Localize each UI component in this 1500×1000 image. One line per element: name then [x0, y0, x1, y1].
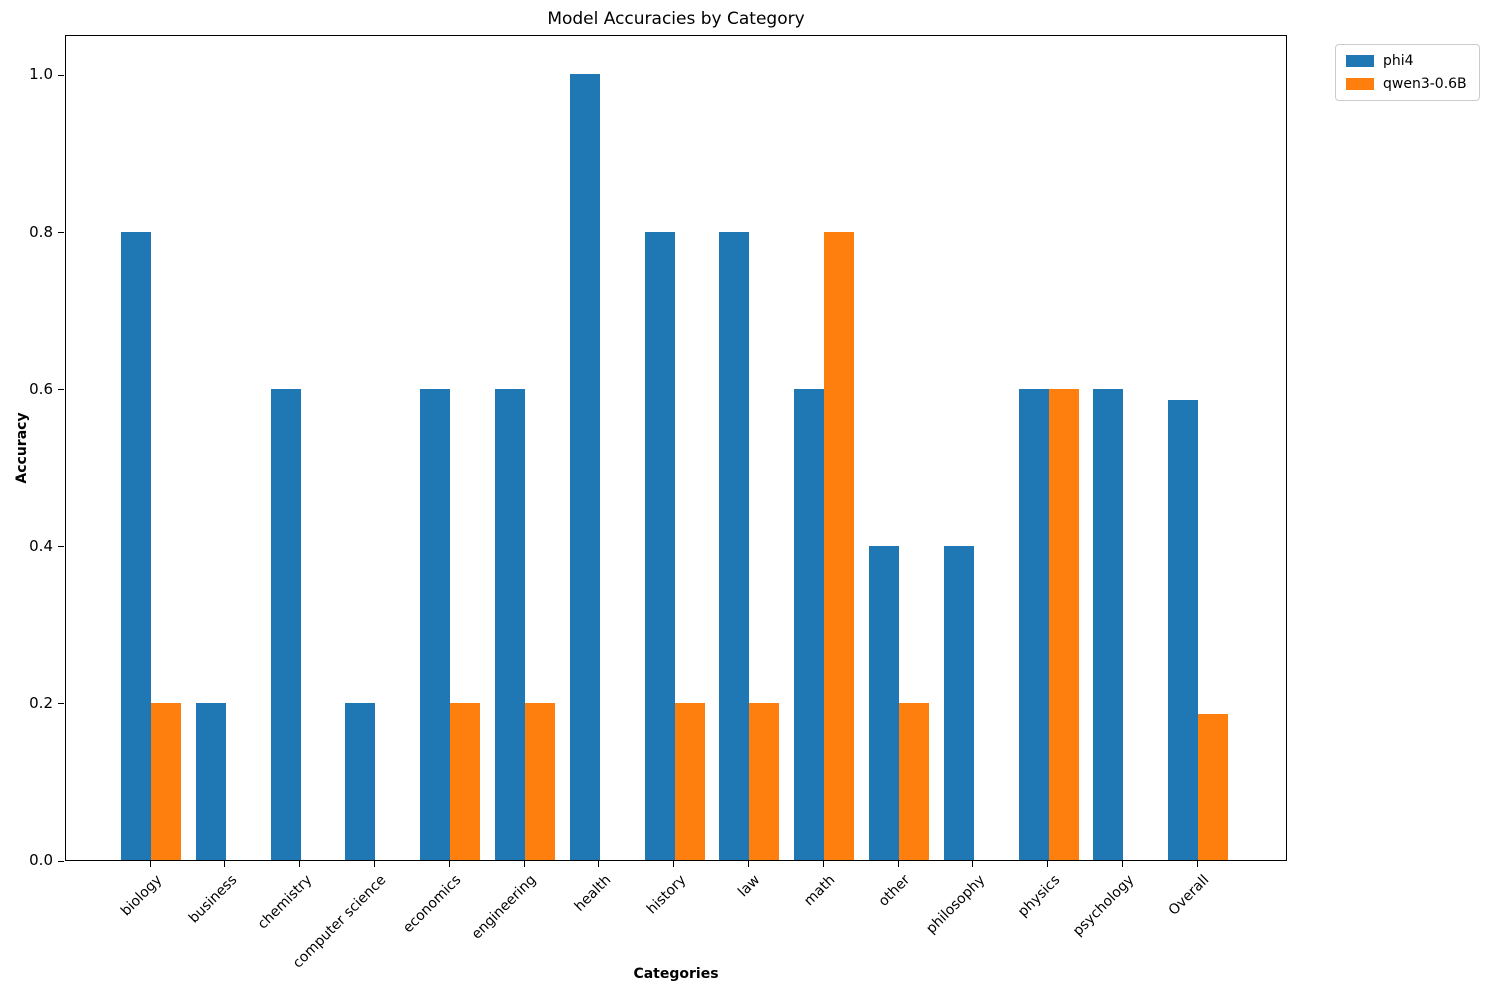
y-tick-mark — [58, 389, 64, 391]
bar-qwen3-0.6B-other — [899, 702, 929, 860]
legend: phi4 qwen3-0.6B — [1335, 44, 1480, 101]
bar-qwen3-0.6B-history — [674, 702, 705, 860]
bar-phi4-math — [794, 388, 825, 860]
legend-swatch-phi4 — [1346, 55, 1374, 67]
y-tick-mark — [58, 703, 64, 705]
x-tick-mark — [1047, 861, 1049, 867]
bar-phi4-computer-science — [345, 702, 376, 860]
plot-area — [65, 35, 1287, 861]
x-tick-label-health: health — [571, 872, 615, 915]
bar-qwen3-0.6B-math — [824, 231, 855, 860]
x-tick-mark — [299, 861, 301, 867]
bar-qwen3-0.6B-Overall — [1198, 713, 1229, 860]
x-tick-mark — [822, 861, 824, 867]
bar-phi4-biology — [121, 231, 151, 860]
y-tick-mark — [58, 546, 64, 548]
y-tick-mark — [58, 860, 64, 862]
x-tick-label-Overall: Overall — [1165, 872, 1213, 919]
bar-phi4-engineering — [495, 388, 525, 860]
bar-phi4-law — [719, 231, 750, 860]
x-tick-label-biology: biology — [117, 872, 166, 920]
y-tick-mark — [58, 74, 64, 76]
x-tick-mark — [747, 861, 749, 867]
bar-qwen3-0.6B-law — [749, 702, 780, 860]
bar-phi4-economics — [420, 388, 451, 860]
legend-item-qwen3-0.6B: qwen3-0.6B — [1346, 76, 1467, 92]
x-tick-mark — [598, 861, 600, 867]
x-tick-mark — [673, 861, 675, 867]
x-tick-mark — [523, 861, 525, 867]
bar-qwen3-0.6B-economics — [450, 702, 481, 860]
x-tick-mark — [224, 861, 226, 867]
y-tick-label: 0.4 — [29, 536, 53, 555]
x-tick-label-physics: physics — [1014, 872, 1063, 921]
bar-qwen3-0.6B-biology — [151, 702, 181, 860]
bar-qwen3-0.6B-engineering — [525, 702, 555, 860]
x-tick-label-philosophy: philosophy — [923, 872, 989, 938]
chart-title: Model Accuracies by Category — [547, 9, 805, 29]
x-tick-label-business: business — [185, 872, 241, 927]
bar-qwen3-0.6B-physics — [1048, 388, 1079, 860]
y-tick-label: 0.8 — [29, 222, 53, 241]
legend-label-phi4: phi4 — [1383, 53, 1414, 69]
x-tick-mark — [1121, 861, 1123, 867]
x-tick-mark — [1196, 861, 1198, 867]
y-axis-label: Accuracy — [14, 412, 30, 484]
x-tick-label-history: history — [643, 872, 689, 918]
x-tick-label-economics: economics — [400, 872, 465, 937]
x-tick-label-chemistry: chemistry — [254, 872, 315, 933]
y-tick-label: 0.6 — [29, 379, 53, 398]
y-tick-label: 0.2 — [29, 693, 53, 712]
legend-swatch-qwen3-0.6B — [1346, 78, 1374, 90]
bar-phi4-physics — [1018, 388, 1049, 860]
x-tick-mark — [448, 861, 450, 867]
x-tick-mark — [972, 861, 974, 867]
x-tick-label-math: math — [801, 872, 839, 910]
x-tick-label-other: other — [875, 872, 914, 910]
x-tick-mark — [149, 861, 151, 867]
x-tick-mark — [373, 861, 375, 867]
x-tick-label-law: law — [735, 872, 764, 901]
bar-phi4-history — [644, 231, 675, 860]
x-axis-label: Categories — [633, 966, 719, 982]
bar-phi4-philosophy — [943, 545, 974, 860]
y-tick-mark — [58, 232, 64, 234]
bar-phi4-Overall — [1168, 399, 1199, 860]
x-tick-label-psychology: psychology — [1070, 872, 1138, 940]
bar-phi4-business — [195, 702, 226, 860]
bar-phi4-psychology — [1093, 388, 1124, 860]
x-tick-mark — [897, 861, 899, 867]
bar-phi4-health — [569, 74, 600, 860]
y-tick-label: 1.0 — [29, 65, 53, 84]
bar-phi4-chemistry — [270, 388, 301, 860]
y-tick-label: 0.0 — [29, 851, 53, 869]
legend-label-qwen3-0.6B: qwen3-0.6B — [1383, 76, 1467, 92]
x-tick-label-engineering: engineering — [468, 872, 540, 943]
legend-item-phi4: phi4 — [1346, 53, 1467, 69]
bar-phi4-other — [869, 545, 899, 860]
